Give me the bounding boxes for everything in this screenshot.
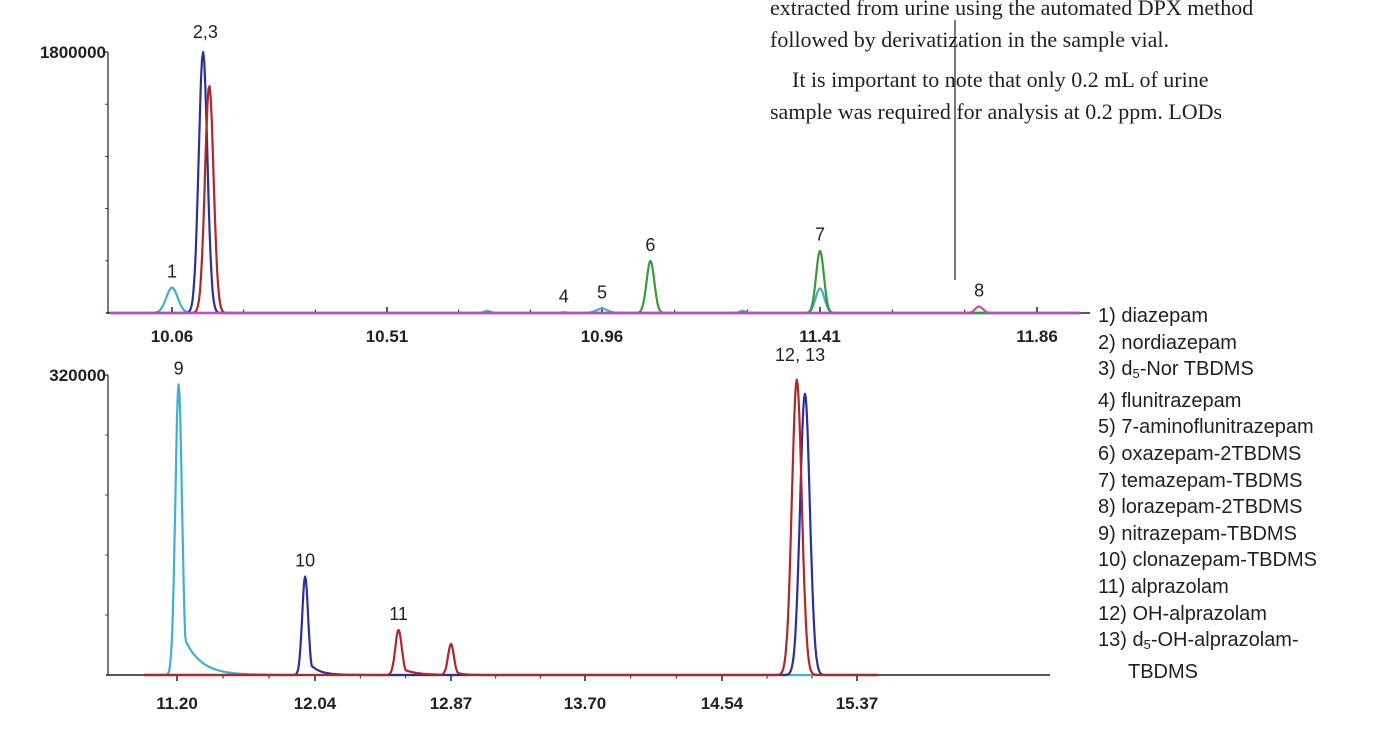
body-text-line-1: extracted from urine using the automated… [770,0,1254,20]
chromatogram-top: 1800000 10.06 10.51 10.96 11.41 11.86 1 5 4 6 7 8 2,… [40,22,1090,346]
peak-label-5: 5 [597,283,607,303]
series-line-red [143,378,879,677]
legend-item-12: 12) OH-alprazolam [1098,602,1267,625]
y-tick-label: 320000 [49,366,106,385]
x-tick-label: 12.04 [294,694,337,713]
legend-item-13-continued: TBDMS [1128,660,1198,683]
series-line-blue [143,392,879,677]
x-tick-label: 13.70 [564,694,607,713]
x-tick-label: 10.06 [151,327,194,346]
series-line-red [109,85,1081,315]
peak-label-8: 8 [974,280,984,300]
legend-item-3: 3) d5-Nor TBDMS [1098,358,1254,382]
body-text-line-4: sample was required for analysis at 0.2 … [770,99,1223,124]
legend-item-5: 5) 7-aminoflunitrazepam [1098,416,1314,439]
x-tick-label: 10.96 [581,327,624,346]
peak-label-11: 11 [389,604,408,624]
peak-label-7: 7 [815,225,825,245]
legend-item-13: 13) d5-OH-alprazolam- [1098,629,1299,653]
series-line-magenta [109,305,1081,315]
y-tick-label: 1800000 [40,43,106,62]
legend-item-9: 9) nitrazepam-TBDMS [1098,522,1297,545]
peak-label-group: 2,3 [193,22,218,42]
peak-label-6: 6 [645,235,655,255]
body-text-line-3: It is important to note that only 0.2 mL… [792,67,1209,92]
x-tick-label: 11.20 [156,694,198,713]
series-line-blue [109,51,1081,315]
legend-item-4: 4) flunitrazepam [1098,389,1242,412]
legend-item-2: 2) nordiazepam [1098,331,1237,354]
series-line-cyan [109,286,1081,315]
peak-label-1: 1 [167,262,177,282]
compound-legend: 1) diazepam 2) nordiazepam 3) d5-Nor TBDMS… [1098,303,1317,685]
x-tick-label: 14.54 [701,694,744,713]
x-tick-label: 11.86 [1016,327,1058,346]
peak-label-4: 4 [559,286,569,306]
body-text-line-2: followed by derivatization in the sample… [770,27,1169,52]
chromatogram-bottom: 320000 11.20 12.04 12.87 13.70 14.54 15.37 9 10 1… [49,345,1050,713]
legend-item-6: 6) oxazepam-2TBDMS [1098,442,1302,465]
peak-label-group: 12, 13 [775,345,825,365]
legend-item-8: 8) lorazepam-2TBDMS [1098,496,1303,519]
legend-item-7: 7) temazepam-TBDMS [1098,469,1303,492]
peak-label-10: 10 [295,551,315,571]
x-tick-label: 10.51 [366,327,409,346]
legend-item-11: 11) alprazolam [1098,575,1229,598]
legend-item-1: 1) diazepam [1098,305,1209,327]
x-tick-label: 11.41 [799,327,841,346]
peak-label-9: 9 [174,358,184,378]
series-line-green [109,250,1081,315]
x-tick-label: 12.87 [430,694,473,713]
series-line-cyan [143,383,879,677]
x-tick-label: 15.37 [836,694,879,713]
legend-item-10: 10) clonazepam-TBDMS [1098,549,1317,572]
